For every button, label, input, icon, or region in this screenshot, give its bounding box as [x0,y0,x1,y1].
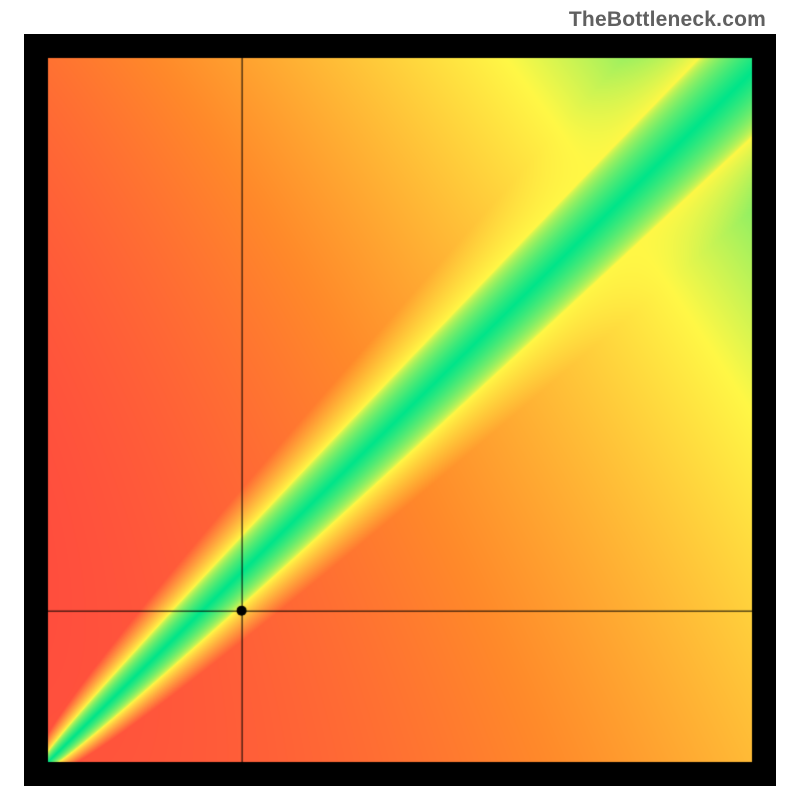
attribution-text: TheBottleneck.com [569,8,766,32]
root-container: TheBottleneck.com [0,0,800,800]
heatmap-canvas [24,34,776,786]
bottleneck-heatmap-plot [24,34,776,786]
